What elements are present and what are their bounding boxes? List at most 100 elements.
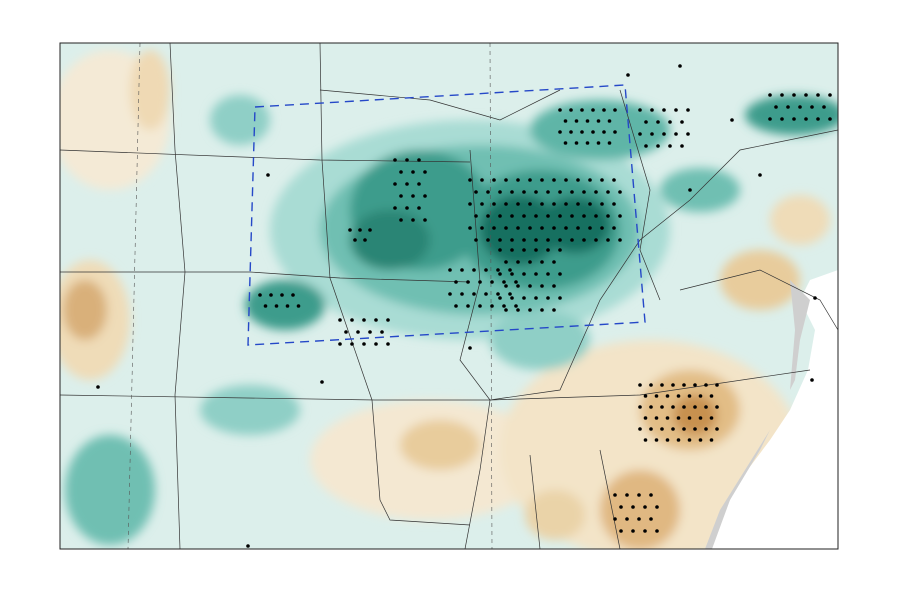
dot bbox=[399, 218, 403, 222]
dot bbox=[534, 248, 538, 252]
teal-area bbox=[490, 310, 590, 370]
dot bbox=[516, 308, 520, 312]
dot bbox=[368, 330, 372, 334]
dot bbox=[792, 117, 796, 121]
teal-area bbox=[530, 100, 670, 160]
dot bbox=[269, 293, 273, 297]
dot bbox=[534, 272, 538, 276]
dot bbox=[822, 105, 826, 109]
dot bbox=[258, 293, 262, 297]
dark-teal-area bbox=[245, 280, 325, 330]
dot bbox=[411, 194, 415, 198]
dot bbox=[528, 202, 532, 206]
dot bbox=[607, 119, 612, 123]
dot bbox=[654, 394, 659, 398]
dot bbox=[552, 284, 556, 288]
dot bbox=[570, 238, 574, 242]
dot bbox=[552, 202, 556, 206]
dot bbox=[492, 202, 496, 206]
dot bbox=[504, 284, 508, 288]
dot bbox=[591, 130, 595, 134]
dot bbox=[368, 228, 372, 232]
dot bbox=[348, 228, 352, 232]
coast-mask bbox=[705, 280, 810, 549]
dot bbox=[828, 117, 832, 121]
dot bbox=[625, 517, 629, 521]
dot bbox=[676, 438, 681, 442]
dot bbox=[96, 385, 100, 389]
dot bbox=[588, 202, 592, 206]
dot bbox=[362, 318, 366, 322]
dot bbox=[569, 130, 573, 134]
brown-area bbox=[720, 250, 800, 310]
dot bbox=[280, 293, 284, 297]
dot bbox=[363, 238, 367, 242]
dot bbox=[423, 218, 427, 222]
boundary bbox=[60, 271, 471, 283]
dot bbox=[613, 130, 617, 134]
boundary bbox=[319, 89, 561, 121]
dot bbox=[338, 318, 342, 322]
dot bbox=[709, 416, 714, 420]
dot bbox=[362, 342, 366, 346]
dot bbox=[688, 188, 692, 192]
dot bbox=[619, 529, 623, 533]
dot bbox=[466, 280, 470, 284]
dot bbox=[585, 141, 590, 145]
dot bbox=[637, 493, 641, 497]
dot bbox=[606, 238, 610, 242]
dot bbox=[644, 120, 648, 124]
dot bbox=[534, 214, 538, 218]
dot bbox=[380, 330, 384, 334]
dot bbox=[486, 190, 490, 194]
dot bbox=[344, 330, 348, 334]
dot bbox=[460, 268, 464, 272]
darkest-teal-area bbox=[480, 195, 560, 265]
dot bbox=[263, 304, 268, 308]
dot bbox=[552, 260, 556, 264]
dot bbox=[671, 383, 675, 387]
dot bbox=[637, 517, 641, 521]
dot bbox=[607, 141, 612, 145]
dot bbox=[484, 292, 488, 296]
dot bbox=[540, 226, 544, 230]
dot bbox=[631, 529, 635, 533]
dot bbox=[758, 173, 762, 177]
dot bbox=[631, 505, 635, 509]
darkest-teal-area bbox=[540, 197, 610, 253]
dot bbox=[780, 93, 784, 97]
dot bbox=[405, 182, 409, 186]
dot bbox=[522, 238, 526, 242]
dot bbox=[594, 190, 598, 194]
dark-teal-area bbox=[745, 95, 838, 135]
dot bbox=[448, 292, 452, 296]
dot bbox=[574, 141, 579, 145]
dot bbox=[522, 190, 526, 194]
dot bbox=[626, 73, 630, 77]
dot bbox=[417, 206, 421, 210]
dot bbox=[774, 105, 778, 109]
dot bbox=[350, 342, 354, 346]
dot bbox=[638, 383, 642, 387]
dot bbox=[596, 119, 601, 123]
dot bbox=[386, 318, 390, 322]
dot bbox=[358, 228, 362, 232]
dot bbox=[411, 170, 415, 174]
dot bbox=[454, 280, 458, 284]
brown-area bbox=[400, 420, 480, 470]
dot bbox=[274, 304, 279, 308]
dot bbox=[674, 132, 678, 136]
dot bbox=[682, 427, 686, 431]
dot bbox=[786, 105, 790, 109]
dot bbox=[687, 394, 692, 398]
dot bbox=[468, 202, 472, 206]
dot bbox=[338, 342, 342, 346]
dot bbox=[569, 108, 573, 112]
dot bbox=[546, 238, 550, 242]
dot bbox=[516, 260, 520, 264]
dot bbox=[540, 284, 544, 288]
dot bbox=[649, 493, 653, 497]
dot bbox=[486, 238, 490, 242]
dot bbox=[492, 226, 496, 230]
dot bbox=[423, 170, 427, 174]
